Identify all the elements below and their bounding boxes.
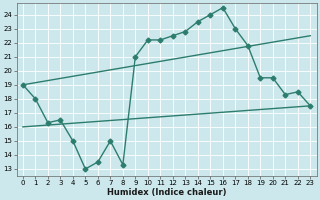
X-axis label: Humidex (Indice chaleur): Humidex (Indice chaleur) (107, 188, 226, 197)
